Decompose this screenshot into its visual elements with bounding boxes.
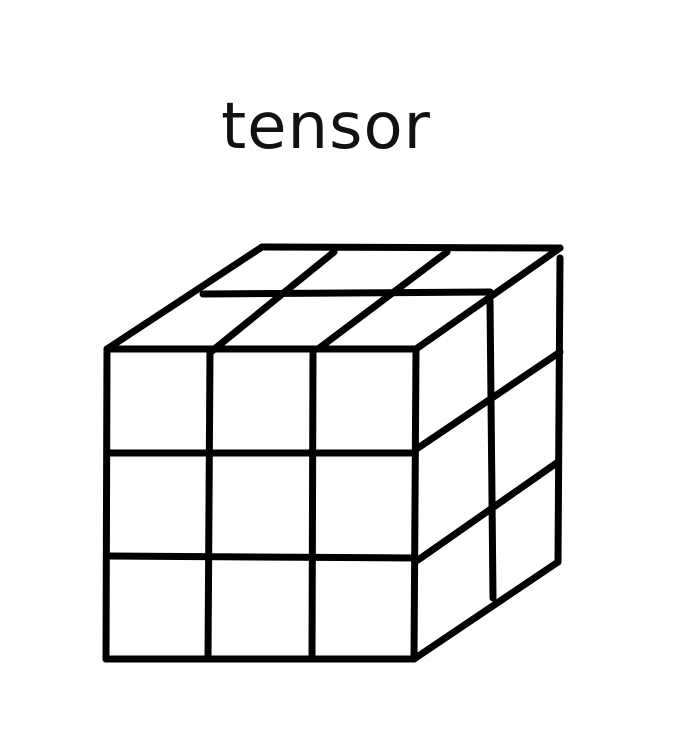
top-face-col-line-1	[208, 248, 338, 355]
top-face-col-line-2	[314, 248, 451, 353]
top-face-left-edge	[103, 243, 266, 353]
cube-side-face	[410, 254, 564, 663]
front-face-col-line-2	[308, 347, 317, 663]
front-face-left-edge	[102, 345, 111, 663]
side-face-back-edge	[554, 254, 564, 566]
diagram-title: tensor	[221, 90, 431, 164]
front-face-col-line-1	[204, 347, 214, 663]
side-face-depth-line	[486, 296, 497, 602]
top-face-depth-line	[199, 288, 494, 298]
side-face-bottom-edge	[410, 558, 562, 663]
side-face-row-line-1	[414, 348, 564, 452]
cube-front-face	[102, 345, 420, 663]
front-face-row-line-2	[103, 552, 418, 562]
top-face-back-edge	[258, 243, 564, 252]
side-face-row-line-2	[414, 458, 562, 564]
front-face-right-edge	[410, 345, 420, 663]
